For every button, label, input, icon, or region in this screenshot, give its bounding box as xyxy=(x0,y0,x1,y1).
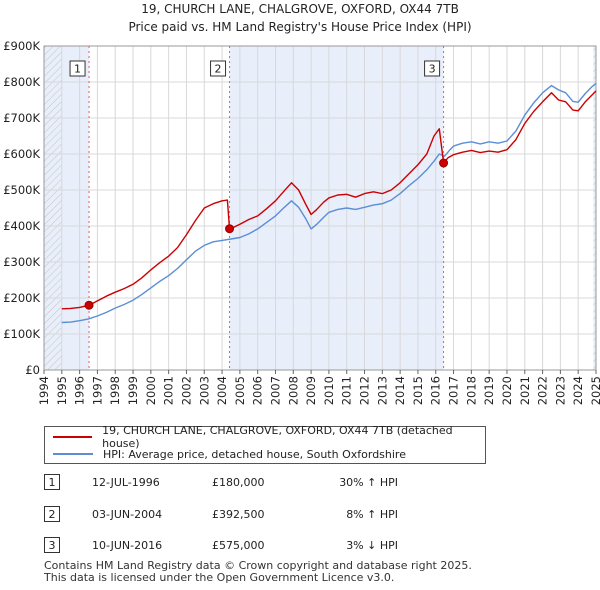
sale-points xyxy=(84,158,449,310)
x-tick-label: 1998 xyxy=(108,376,122,405)
footer-line-1: Contains HM Land Registry data © Crown c… xyxy=(44,559,472,572)
y-tick-label: £600K xyxy=(3,147,40,161)
x-tick-label: 2001 xyxy=(162,376,176,405)
y-tick-label: £900K xyxy=(3,39,40,53)
x-tick-label: 2022 xyxy=(536,376,550,405)
x-tick-label: 2010 xyxy=(322,376,336,405)
x-axis-ticks: 1994 1995 1996 1997 1998 1999 2000 2001 2002 2003… xyxy=(37,370,600,405)
sale-marker-box xyxy=(210,60,227,77)
sale-hpi-diff: 3% ↓ HPI xyxy=(346,539,398,552)
x-tick-label: 2025 xyxy=(589,376,600,405)
x-tick-label: 2017 xyxy=(447,376,461,405)
footer-attribution: Contains HM Land Registry data © Crown c… xyxy=(44,560,472,584)
x-tick-label: 1995 xyxy=(55,376,69,405)
sale-date: 10-JUN-2016 xyxy=(92,539,163,552)
y-tick-label: £400K xyxy=(3,219,40,233)
x-tick-label: 2019 xyxy=(482,376,496,405)
x-tick-label: 2020 xyxy=(500,376,514,405)
sale-price: £180,000 xyxy=(212,476,265,489)
y-tick-label: £800K xyxy=(3,75,40,89)
y-tick-label: £0 xyxy=(25,363,40,377)
sale-point xyxy=(225,224,235,234)
y-axis-ticks: £0 £100K £200K £300K £400K £500K £600K £700K £80… xyxy=(3,39,40,377)
price-chart: 19, CHURCH LANE, CHALGROVE, OXFORD, OX44… xyxy=(3,2,600,405)
x-tick-label: 2014 xyxy=(393,376,407,405)
sale-number-badge: 1 xyxy=(44,474,60,490)
x-tick-label: 2002 xyxy=(179,376,193,405)
sale-marker-label: 1 xyxy=(74,63,81,76)
x-tick-label: 2018 xyxy=(464,376,478,405)
hpi-swatch xyxy=(53,453,93,455)
x-tick-label: 2024 xyxy=(571,376,585,405)
x-tick-label: 2012 xyxy=(358,376,372,405)
x-tick-label: 2016 xyxy=(429,376,443,405)
x-tick-label: 2009 xyxy=(304,376,318,405)
chart-subtitle: Price paid vs. HM Land Registry's House … xyxy=(128,20,471,34)
sale-row: 2 03-JUN-2004 £392,500 8% ↑ HPI xyxy=(44,506,464,526)
sale-number-badge: 2 xyxy=(44,506,60,522)
legend-price-paid-label: 19, CHURCH LANE, CHALGROVE, OXFORD, OX44… xyxy=(102,424,453,450)
sale-price: £575,000 xyxy=(212,539,265,552)
legend-item-price-paid: 19, CHURCH LANE, CHALGROVE, OXFORD, OX44… xyxy=(53,424,485,450)
sale-marker-label: 3 xyxy=(429,63,436,76)
chart-title: 19, CHURCH LANE, CHALGROVE, OXFORD, OX44… xyxy=(141,2,459,16)
hpi-series-line xyxy=(61,82,597,324)
x-tick-label: 2004 xyxy=(215,376,229,405)
sale-marker-labels: 1 2 3 xyxy=(69,60,441,77)
hatched-period xyxy=(593,46,596,370)
x-tick-label: 2003 xyxy=(197,376,211,405)
hatched-period xyxy=(44,46,62,370)
plot-border xyxy=(43,45,597,371)
sale-marker-label: 2 xyxy=(215,63,222,76)
sale-point xyxy=(84,300,94,310)
sale-marker-lines xyxy=(88,46,445,370)
x-tick-label: 2013 xyxy=(375,376,389,405)
price-paid-swatch xyxy=(53,436,93,438)
legend-item-hpi: HPI: Average price, detached house, Sout… xyxy=(53,446,406,462)
x-tick-label: 2011 xyxy=(340,376,354,405)
x-tick-label: 2021 xyxy=(518,376,532,405)
legend-hpi-label: HPI: Average price, detached house, Sout… xyxy=(103,447,406,461)
price-paid-series-line xyxy=(61,90,597,310)
x-tick-label: 1996 xyxy=(73,376,87,405)
y-tick-label: £700K xyxy=(3,111,40,125)
x-tick-label: 1999 xyxy=(126,376,140,405)
x-tick-label: 1994 xyxy=(37,376,51,405)
legend: 19, CHURCH LANE, CHALGROVE, OXFORD, OX44… xyxy=(44,424,486,464)
footer-line-2: This data is licensed under the Open Gov… xyxy=(44,571,395,584)
x-tick-label: 2007 xyxy=(268,376,282,405)
y-tick-label: £500K xyxy=(3,183,40,197)
sale-number-badge: 3 xyxy=(44,537,60,553)
y-tick-label: £100K xyxy=(3,327,40,341)
x-tick-label: 2015 xyxy=(411,376,425,405)
sale-point xyxy=(439,158,449,168)
series-lines xyxy=(61,82,597,324)
sale-date: 03-JUN-2004 xyxy=(92,508,163,521)
y-tick-label: £300K xyxy=(3,255,40,269)
sale-date: 12-JUL-1996 xyxy=(92,476,160,489)
x-tick-label: 2008 xyxy=(286,376,300,405)
x-tick-label: 2023 xyxy=(553,376,567,405)
sale-marker-box xyxy=(69,60,86,77)
sale-hpi-diff: 8% ↑ HPI xyxy=(346,508,398,521)
x-tick-label: 2000 xyxy=(144,376,158,405)
x-tick-label: 2005 xyxy=(233,376,247,405)
sale-price: £392,500 xyxy=(212,508,265,521)
sale-row: 1 12-JUL-1996 £180,000 30% ↑ HPI xyxy=(44,474,464,494)
x-tick-label: 2006 xyxy=(251,376,265,405)
sale-row: 3 10-JUN-2016 £575,000 3% ↓ HPI xyxy=(44,537,464,557)
shaded-period xyxy=(229,46,444,370)
y-tick-label: £200K xyxy=(3,291,40,305)
sale-marker-box xyxy=(424,60,441,77)
sale-hpi-diff: 30% ↑ HPI xyxy=(339,476,398,489)
x-tick-label: 1997 xyxy=(90,376,104,405)
shaded-periods xyxy=(44,46,596,370)
gridlines xyxy=(43,45,597,371)
